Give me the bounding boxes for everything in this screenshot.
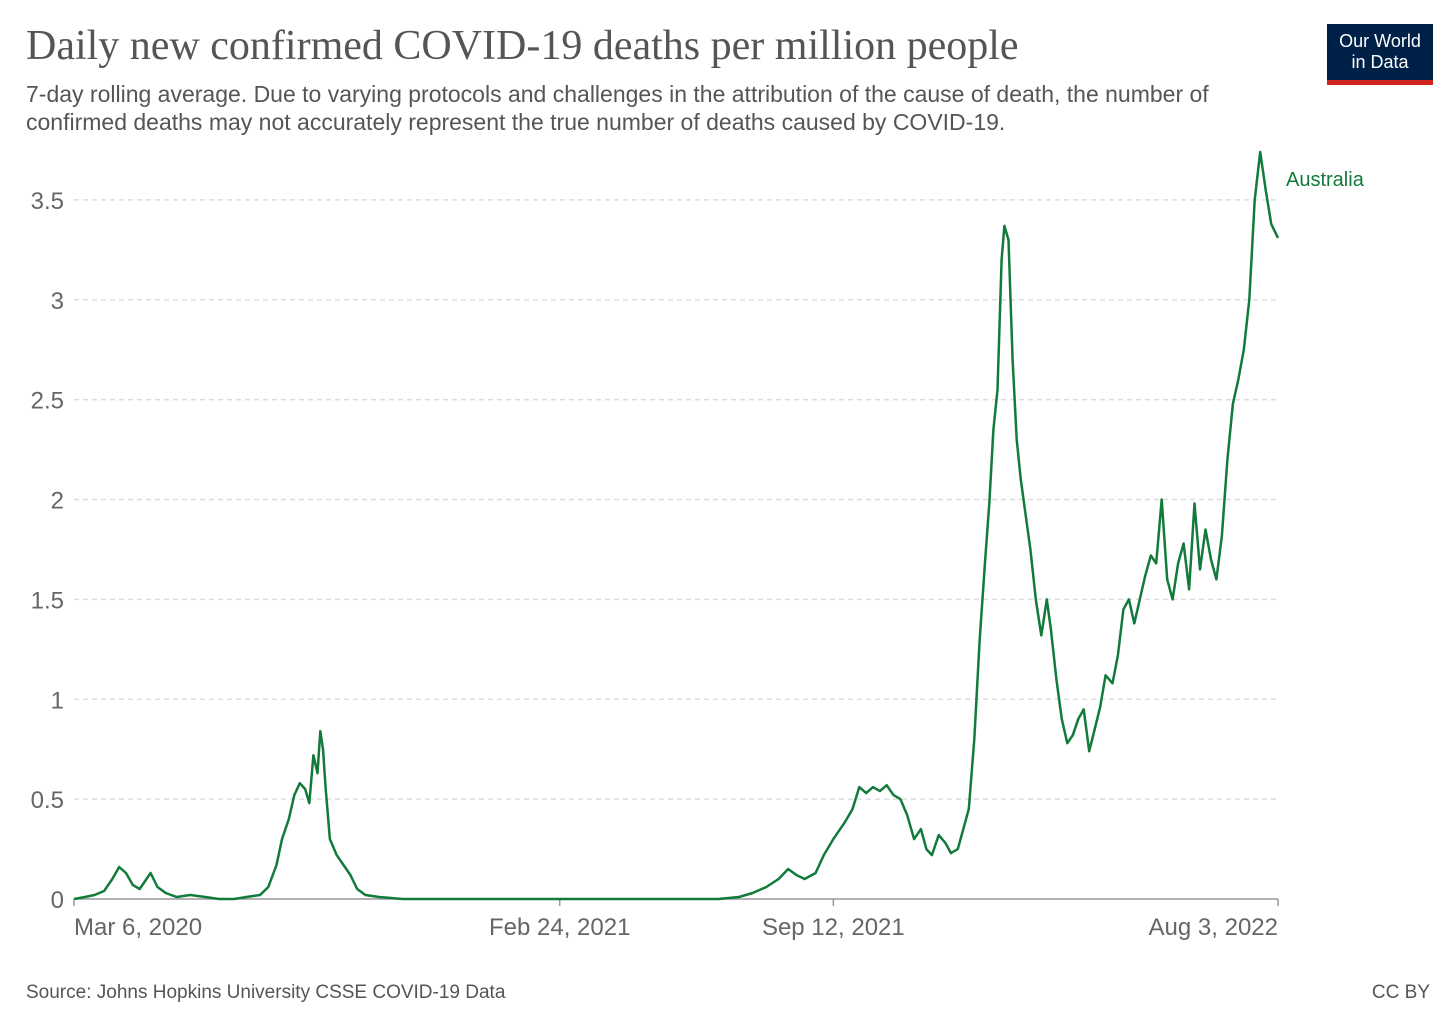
y-tick-label: 1: [51, 687, 64, 714]
chart-subtitle: 7-day rolling average. Due to varying pr…: [26, 81, 1209, 135]
y-tick-label: 0: [51, 887, 64, 914]
y-tick-label: 2: [51, 488, 64, 515]
y-tick-label: 3.5: [31, 188, 64, 215]
x-axis: Mar 6, 2020 Feb 24, 2021 Sep 12, 2021 Aug 3…: [73, 898, 1279, 941]
x-tick-label: Aug 3, 2022: [1149, 914, 1278, 941]
x-tick-label: Mar 6, 2020: [74, 914, 202, 941]
series-lines: Australia: [73, 150, 1365, 901]
y-tick-label: 2.5: [31, 388, 64, 415]
owid-logo[interactable]: Our World in Data: [1327, 24, 1433, 85]
x-tick-label: Feb 24, 2021: [489, 914, 630, 941]
x-tick-label: Sep 12, 2021: [762, 914, 905, 941]
series-line-australia[interactable]: [73, 150, 1280, 901]
logo-line-1: Our World: [1339, 31, 1421, 51]
source-note[interactable]: Source: Johns Hopkins University CSSE CO…: [26, 982, 506, 1003]
y-tick-label: 0.5: [31, 787, 64, 814]
y-axis-tick-labels: 0 0.5 1 1.5 2 2.5 3 3.5: [31, 188, 64, 914]
series-label[interactable]: Australia: [1286, 169, 1365, 191]
logo-line-2: in Data: [1351, 52, 1409, 72]
chart-title: Daily new confirmed COVID-19 deaths per …: [26, 23, 1019, 69]
grid-lines: [74, 199, 1278, 800]
line-chart: 0 0.5 1 1.5 2 2.5 3 3.5 Mar 6, 2020 Feb 24, 2021…: [31, 150, 1365, 941]
y-tick-label: 3: [51, 288, 64, 315]
y-tick-label: 1.5: [31, 587, 64, 614]
license-note[interactable]: CC BY: [1371, 982, 1430, 1003]
